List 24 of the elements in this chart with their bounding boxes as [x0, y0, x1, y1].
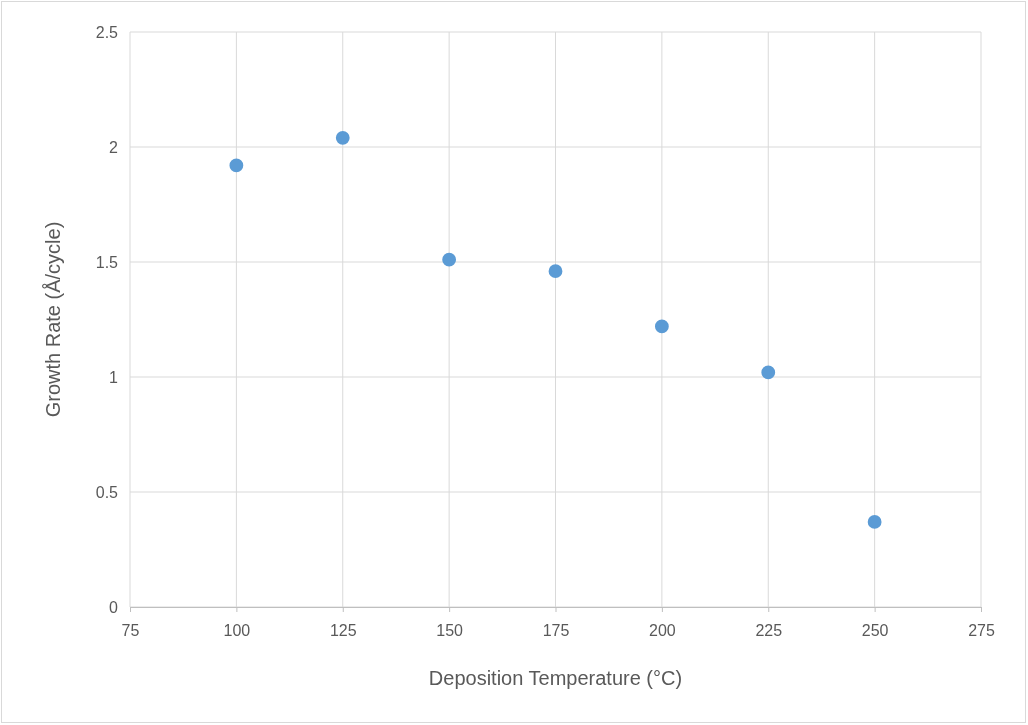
y-tick-label: 1.5 — [95, 253, 119, 271]
x-tick-label: 225 — [755, 621, 783, 639]
y-tick-label: 0 — [109, 598, 119, 616]
point — [548, 264, 563, 279]
y-axis-title: Growth Rate (Å/cycle) — [42, 221, 64, 418]
x-tick-label: 150 — [436, 621, 464, 639]
point — [229, 158, 244, 173]
x-tick-label: 100 — [223, 621, 251, 639]
x-tick-label: 200 — [649, 621, 676, 639]
x-tick-label: 275 — [968, 621, 995, 639]
x-tick-label: 125 — [329, 621, 357, 639]
x-axis-title: Deposition Temperature (°C) — [428, 667, 683, 689]
point — [335, 130, 350, 145]
y-tick-label: 2 — [109, 138, 119, 156]
point — [654, 319, 669, 334]
y-tick-label: 1 — [109, 368, 119, 386]
x-tick-label: 175 — [542, 621, 570, 639]
point — [867, 515, 882, 529]
x-tick-label: 250 — [861, 621, 889, 639]
point — [761, 365, 776, 380]
point — [442, 252, 457, 267]
y-tick-label: 2.5 — [95, 23, 119, 41]
y-tick-label: 0.5 — [95, 483, 119, 501]
x-tick-label: 75 — [121, 621, 140, 639]
